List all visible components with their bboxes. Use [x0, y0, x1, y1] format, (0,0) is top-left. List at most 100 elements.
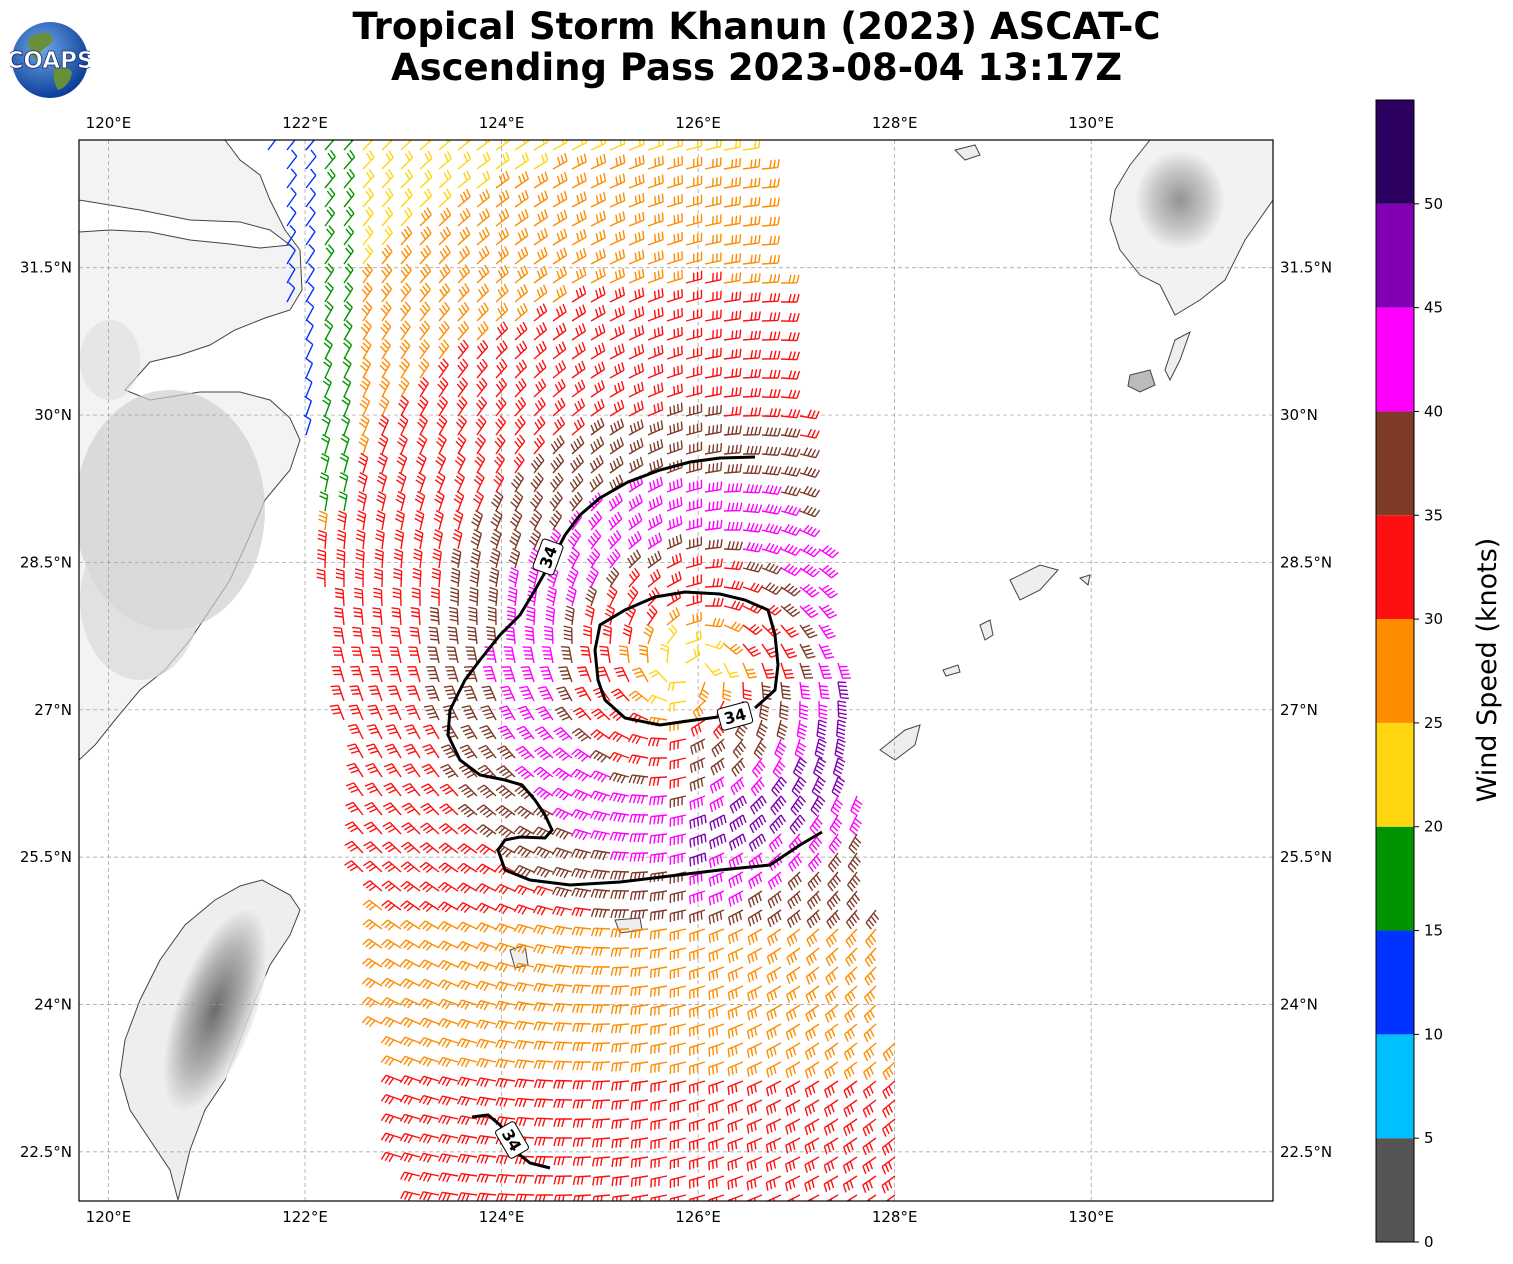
- wind-barb: [611, 1175, 630, 1187]
- wind-barb: [611, 1099, 630, 1110]
- wind-barb: [552, 266, 568, 284]
- wind-barb: [380, 1132, 402, 1143]
- wind-barb: [818, 643, 835, 660]
- wind-barb: [514, 1155, 535, 1165]
- wind-barb: [806, 909, 821, 929]
- wind-barb: [552, 247, 568, 265]
- wind-barb: [666, 364, 683, 379]
- wind-barb: [723, 367, 742, 379]
- wind-barb: [440, 763, 459, 778]
- wind-barb: [796, 719, 808, 740]
- lat-tick-label: 30°N: [1280, 406, 1318, 424]
- wind-barb: [419, 900, 440, 912]
- wind-barb: [396, 452, 408, 474]
- wind-barb: [437, 998, 459, 1010]
- wind-barb: [380, 1093, 402, 1105]
- wind-barb: [569, 491, 583, 512]
- wind-barb: [766, 966, 782, 984]
- wind-barb: [779, 700, 789, 721]
- wind-barb: [850, 795, 863, 817]
- wind-barb: [666, 478, 683, 493]
- wind-barb: [380, 1151, 402, 1163]
- wind-barb: [362, 860, 383, 873]
- wind-barb: [628, 325, 645, 341]
- wind-barb: [533, 786, 554, 800]
- wind-barb: [533, 1059, 554, 1070]
- wind-barb: [628, 400, 644, 417]
- wind-barb: [566, 566, 579, 588]
- wind-barb: [746, 1061, 763, 1077]
- wind-barb: [381, 187, 394, 208]
- wind-barb: [305, 149, 317, 170]
- wind-barb: [399, 978, 421, 990]
- wind-barb: [688, 1175, 706, 1189]
- wind-barb: [685, 593, 703, 607]
- wind-barb: [322, 395, 332, 417]
- wind-barb: [536, 706, 554, 721]
- wind-barb: [689, 776, 706, 792]
- wind-barb: [533, 284, 548, 303]
- wind-barb: [710, 757, 725, 776]
- wind-barb: [785, 1061, 801, 1079]
- wind-barb: [463, 666, 478, 683]
- wind-barb: [804, 1061, 820, 1079]
- wind-barb: [552, 1041, 573, 1051]
- wind-barb: [453, 490, 465, 512]
- wind-barb: [728, 871, 744, 888]
- wind-barb: [704, 578, 724, 588]
- wind-barb: [708, 985, 725, 1000]
- wind-barb: [494, 961, 516, 973]
- wind-barb: [590, 267, 606, 284]
- wind-barb: [433, 509, 444, 531]
- wind-barb: [374, 568, 383, 588]
- wind-barb: [400, 225, 413, 246]
- wind-barb: [475, 883, 497, 895]
- wind-barb: [669, 1042, 687, 1056]
- wind-barb: [669, 757, 687, 770]
- wind-barb: [437, 979, 459, 991]
- wind-barb: [742, 407, 762, 417]
- wind-barb: [688, 1194, 706, 1201]
- wind-barb: [767, 871, 782, 890]
- wind-barb: [826, 890, 841, 911]
- wind-barb: [343, 149, 356, 170]
- wind-barb: [747, 928, 763, 946]
- wind-barb: [343, 168, 355, 189]
- wind-barb: [571, 172, 587, 189]
- wind-barb: [560, 646, 573, 664]
- wind-barb: [628, 567, 640, 588]
- wind-barb: [589, 770, 611, 783]
- wind-barb: [648, 776, 668, 786]
- wind-barb: [580, 645, 592, 664]
- wind-barb: [685, 365, 703, 379]
- wind-barb: [380, 301, 392, 322]
- wind-barb: [457, 1192, 478, 1201]
- wind-barb: [362, 244, 374, 265]
- wind-barb: [457, 264, 470, 284]
- wind-barb: [344, 821, 364, 835]
- wind-barb: [381, 206, 394, 227]
- wind-barb: [742, 643, 762, 657]
- wind-barb: [827, 852, 842, 873]
- wind-barb: [704, 176, 722, 189]
- wind-barb: [804, 1118, 820, 1136]
- wind-barb: [708, 890, 725, 906]
- wind-barb: [727, 1004, 744, 1020]
- wind-barb: [468, 606, 478, 626]
- wind-barb: [438, 140, 452, 151]
- wind-barb: [628, 438, 644, 455]
- wind-barb: [647, 288, 664, 303]
- wind-barb: [495, 189, 510, 208]
- wind-barb: [530, 453, 545, 474]
- wind-barb: [669, 1118, 687, 1132]
- wind-barb: [669, 738, 687, 751]
- wind-barb: [462, 685, 478, 702]
- wind-barb: [415, 471, 427, 493]
- wind-barb: [552, 1002, 573, 1013]
- wind-barb: [609, 437, 624, 455]
- wind-barb: [748, 833, 767, 852]
- wind-barb: [587, 529, 602, 550]
- wind-barb: [649, 909, 668, 921]
- wind-barb: [305, 206, 316, 227]
- wind-barb: [552, 767, 573, 781]
